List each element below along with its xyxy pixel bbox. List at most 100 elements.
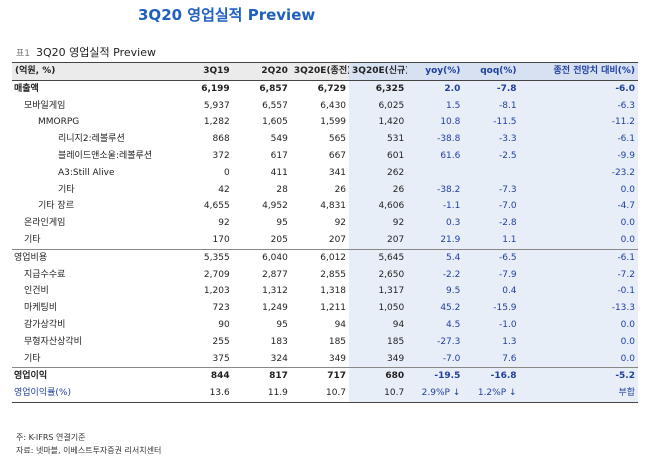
- cell: 0.0: [519, 215, 638, 232]
- cell: -23.2: [519, 164, 638, 182]
- cell: 324: [270, 353, 288, 364]
- row-label: 기타: [58, 184, 75, 195]
- cell: 6,430: [320, 100, 347, 111]
- table-row: 무형자산상각비 255 183 185 185 -27.3 1.3 0.0: [12, 333, 638, 351]
- cell: -1.0: [463, 316, 520, 334]
- cell: 207: [328, 234, 347, 245]
- cell: 549: [270, 134, 288, 145]
- cell: 10.7: [349, 385, 408, 403]
- header-3q20e-new: 3Q20E(신규): [349, 62, 408, 81]
- cell: 2.9%P ↓: [407, 385, 464, 403]
- cell: 844: [174, 367, 233, 386]
- row-label: MMORPG: [38, 117, 80, 128]
- cell: 0: [223, 167, 230, 178]
- cell: 1,282: [203, 117, 230, 128]
- cell: -9.9: [519, 147, 638, 165]
- header-yoy: yoy(%): [407, 62, 464, 81]
- table-row: 매출액 6,199 6,857 6,729 6,325 2.0 -7.8 -6.0: [12, 80, 638, 98]
- cell: 26: [334, 184, 347, 195]
- cell: 185: [349, 333, 408, 351]
- cell: -7.8: [463, 80, 520, 98]
- cell: 868: [212, 134, 230, 145]
- row-label: A3:Still Alive: [58, 167, 115, 178]
- cell: 0.0: [519, 316, 638, 334]
- cell: 94: [349, 316, 408, 334]
- cell: 372: [212, 150, 230, 161]
- header-3q20e-prior: 3Q20E(종전): [290, 62, 350, 81]
- cell: 723: [212, 303, 230, 314]
- cell: 4,952: [262, 201, 288, 212]
- cell: 4.5: [407, 316, 464, 334]
- cell: 817: [232, 367, 291, 386]
- cell: -7.2: [519, 266, 638, 284]
- cell: 1.3: [463, 333, 520, 351]
- cell: 90: [218, 319, 230, 330]
- row-label: 기타: [24, 353, 41, 364]
- cell: 21.9: [407, 231, 464, 250]
- cell: -0.1: [519, 283, 638, 301]
- table-header-row: (억원, %) 3Q19 2Q20 3Q20E(종전) 3Q20E(신규) yo…: [12, 62, 638, 81]
- cell: 0.0: [519, 350, 638, 368]
- table-row: 지급수수료 2,709 2,877 2,855 2,650 -2.2 -7.9 -7.2: [12, 266, 638, 284]
- cell: 6,729: [317, 83, 347, 94]
- cell: 10.7: [290, 385, 350, 403]
- row-label: 기타 장르: [38, 201, 74, 212]
- cell: 92: [218, 218, 230, 229]
- table-row: 마케팅비 723 1,249 1,211 1,050 45.2 -15.9 -13.3: [12, 300, 638, 317]
- cell: 부합: [519, 385, 638, 403]
- earnings-table: (억원, %) 3Q19 2Q20 3Q20E(종전) 3Q20E(신규) yo…: [12, 62, 638, 403]
- cell: 2,877: [262, 269, 288, 280]
- cell: 6,025: [349, 97, 408, 115]
- table-row: 기타 장르 4,655 4,952 4,831 4,606 -1.1 -7.0 -4.7: [12, 198, 638, 216]
- cell: [407, 164, 464, 182]
- cell: 5.4: [407, 248, 464, 267]
- cell: 1.1: [463, 231, 520, 250]
- footnote-source: 자료: 넷마블, 이베스트투자증권 리서치센터: [16, 446, 162, 455]
- cell: -15.9: [463, 300, 520, 317]
- cell: 0.0: [519, 333, 638, 351]
- table-row: 영업이익률(%) 13.6 11.9 10.7 10.7 2.9%P ↓ 1.2%P ↓ 부합: [12, 385, 638, 403]
- table-row: MMORPG 1,282 1,605 1,599 1,420 10.8 -11.5 -11.2: [12, 114, 638, 132]
- table-row: A3:Still Alive 0 411 341 262 -23.2: [12, 164, 638, 182]
- cell: 61.6: [407, 147, 464, 165]
- header-vs-prior: 종전 전망치 대비(%): [519, 62, 638, 81]
- cell: 9.5: [407, 283, 464, 301]
- cell: 92: [349, 215, 408, 232]
- cell: 5,355: [174, 248, 233, 267]
- cell: 4,831: [320, 201, 347, 212]
- cell: 170: [212, 234, 230, 245]
- cell: -2.5: [463, 147, 520, 165]
- cell: -7.9: [463, 266, 520, 284]
- cell: 1,605: [262, 117, 288, 128]
- row-label: 기타: [24, 234, 41, 245]
- cell: 6,040: [232, 248, 291, 267]
- cell: 565: [328, 134, 347, 145]
- cell: 1,050: [349, 300, 408, 317]
- cell: 1,420: [349, 114, 408, 132]
- table-row: 모바일게임 5,937 6,557 6,430 6,025 1.5 -8.1 -6.3: [12, 97, 638, 115]
- cell: 207: [349, 231, 408, 250]
- cell: 10.8: [407, 114, 464, 132]
- cell: 2,650: [349, 266, 408, 284]
- cell: 1,599: [320, 117, 347, 128]
- cell: -16.8: [463, 367, 520, 386]
- table-row: 영업비용 5,355 6,040 6,012 5,645 5.4 -6.5 -6.1: [12, 248, 638, 267]
- table-row: 기타 375 324 349 349 -7.0 7.6 0.0: [12, 350, 638, 368]
- row-label: 온라인게임: [24, 218, 66, 229]
- cell: [463, 164, 520, 182]
- table-caption: 표1 3Q20 영업실적 Preview: [16, 44, 156, 60]
- table-row: 기타 170 205 207 207 21.9 1.1 0.0: [12, 231, 638, 250]
- cell: 0.0: [519, 181, 638, 199]
- cell: 1,318: [320, 286, 347, 297]
- row-label: 영업이익: [12, 367, 175, 386]
- row-label: 영업비용: [12, 248, 175, 267]
- table-row: 영업이익 844 817 717 680 -19.5 -16.8 -5.2: [12, 367, 638, 386]
- table-row: 인건비 1,203 1,312 1,318 1,317 9.5 0.4 -0.1: [12, 283, 638, 301]
- cell: -5.2: [519, 367, 638, 386]
- cell: 95: [276, 319, 288, 330]
- cell: 94: [334, 319, 347, 330]
- table-number: 표1: [16, 49, 31, 59]
- cell: -27.3: [407, 333, 464, 351]
- cell: 617: [270, 150, 288, 161]
- header-3q19: 3Q19: [174, 62, 233, 81]
